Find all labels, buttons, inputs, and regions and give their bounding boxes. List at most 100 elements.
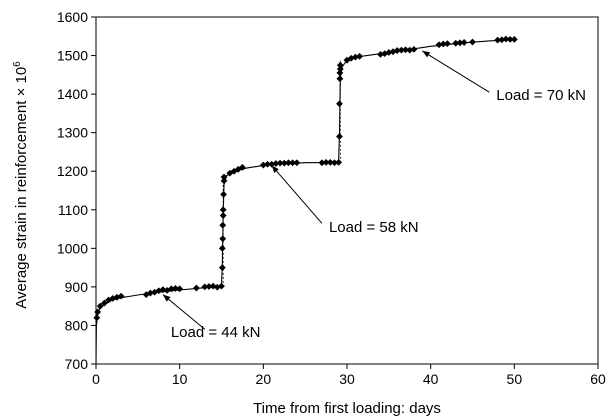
data-point: [113, 293, 121, 301]
data-point: [389, 48, 397, 56]
data-point: [218, 264, 226, 272]
fit-curve: [95, 38, 515, 365]
data-point: [272, 160, 280, 167]
y-axis-title-main: Average strain in reinforcement × 10: [13, 67, 30, 309]
x-tick-label: 50: [507, 371, 523, 387]
annotation-arrowhead-1: [162, 294, 171, 302]
data-point: [444, 40, 451, 48]
data-point: [159, 286, 167, 293]
x-tick-label: 0: [92, 371, 100, 387]
data-point: [146, 289, 154, 297]
x-tick-label: 30: [339, 371, 355, 387]
data-point: [218, 282, 225, 290]
y-tick-label: 800: [65, 317, 89, 333]
data-point: [220, 173, 228, 181]
data-point: [502, 35, 510, 43]
data-point: [193, 284, 200, 292]
x-axis-title: Time from first loading: days: [253, 400, 441, 417]
data-point: [318, 159, 326, 167]
data-point: [397, 46, 405, 54]
data-point: [385, 49, 393, 56]
data-point: [460, 39, 468, 46]
y-tick-label: 1300: [57, 125, 88, 141]
y-tick-label: 1200: [57, 163, 88, 179]
y-tick-label: 1400: [57, 86, 88, 102]
data-point: [351, 53, 359, 61]
annotation-arrowhead-2: [271, 165, 279, 173]
x-tick-label: 10: [172, 371, 188, 387]
y-tick-label: 900: [65, 279, 89, 295]
data-point: [155, 287, 163, 295]
data-point: [336, 61, 344, 69]
annotation-arrowhead-3: [422, 50, 431, 58]
data-point: [96, 302, 104, 310]
data-point: [218, 244, 226, 252]
data-point: [268, 160, 276, 168]
annotation-label-2: Load = 58 kN: [329, 219, 419, 236]
y-tick-label: 700: [65, 356, 89, 372]
y-tick-label: 1000: [57, 240, 88, 256]
data-point: [377, 50, 384, 58]
annotation-label-3: Load = 70 kN: [496, 87, 586, 104]
data-point: [100, 299, 108, 307]
data-point: [506, 35, 514, 43]
data-point: [239, 163, 246, 171]
data-point: [336, 133, 343, 140]
data-point: [109, 295, 117, 302]
data-point: [209, 282, 217, 290]
data-point: [219, 235, 227, 243]
data-point: [510, 35, 518, 43]
data-point: [456, 39, 464, 47]
y-tick-label: 1100: [58, 202, 88, 218]
data-point: [331, 159, 338, 167]
data-point: [219, 221, 227, 229]
data-point: [219, 206, 227, 214]
x-tick-label: 60: [590, 371, 606, 387]
annotation-arrow-2: [271, 165, 323, 224]
axes: 0 10 20 30 40 50 60 700 800 900 1000 1100 1200 1300 14…: [57, 9, 606, 387]
data-point: [469, 38, 476, 46]
y-tick-label: 1600: [57, 9, 88, 25]
annotation-arrow-3: [422, 50, 490, 93]
data-point: [494, 36, 501, 44]
fit-curve-layer: [95, 38, 515, 365]
x-tick-label: 40: [423, 371, 439, 387]
data-point: [336, 100, 343, 108]
data-point: [234, 165, 242, 173]
data-point: [326, 158, 334, 166]
x-tick-label: 20: [256, 371, 272, 387]
data-point: [336, 75, 344, 83]
data-point: [435, 41, 443, 49]
data-point: [230, 167, 238, 175]
data-markers: [93, 35, 518, 322]
y-axis-title: Average strain in reinforcement × 106: [12, 61, 30, 309]
data-point: [276, 159, 284, 167]
data-point: [336, 69, 344, 77]
data-point: [201, 283, 209, 291]
data-point: [94, 308, 102, 316]
data-point: [452, 39, 460, 47]
data-point: [259, 161, 267, 169]
data-point: [410, 45, 418, 53]
y-tick-label: 1500: [57, 48, 88, 64]
data-point: [393, 47, 401, 54]
data-point: [220, 190, 227, 198]
data-point: [176, 285, 184, 293]
data-point: [293, 159, 301, 167]
data-point: [205, 283, 213, 290]
data-point: [285, 159, 292, 167]
data-point: [406, 46, 414, 54]
data-point: [336, 65, 344, 73]
data-point: [117, 292, 125, 300]
annotation-label-1: Load = 44 kN: [171, 324, 261, 341]
data-point: [280, 159, 288, 167]
data-point: [356, 52, 363, 60]
data-point: [439, 40, 447, 48]
data-point: [335, 158, 343, 166]
data-point: [93, 314, 101, 322]
plot-frame: [95, 16, 599, 365]
data-point: [402, 46, 409, 54]
annotations: Load = 44 kN Load = 58 kN Load = 70 kN: [162, 50, 586, 341]
annotation-arrow-1: [162, 294, 206, 330]
